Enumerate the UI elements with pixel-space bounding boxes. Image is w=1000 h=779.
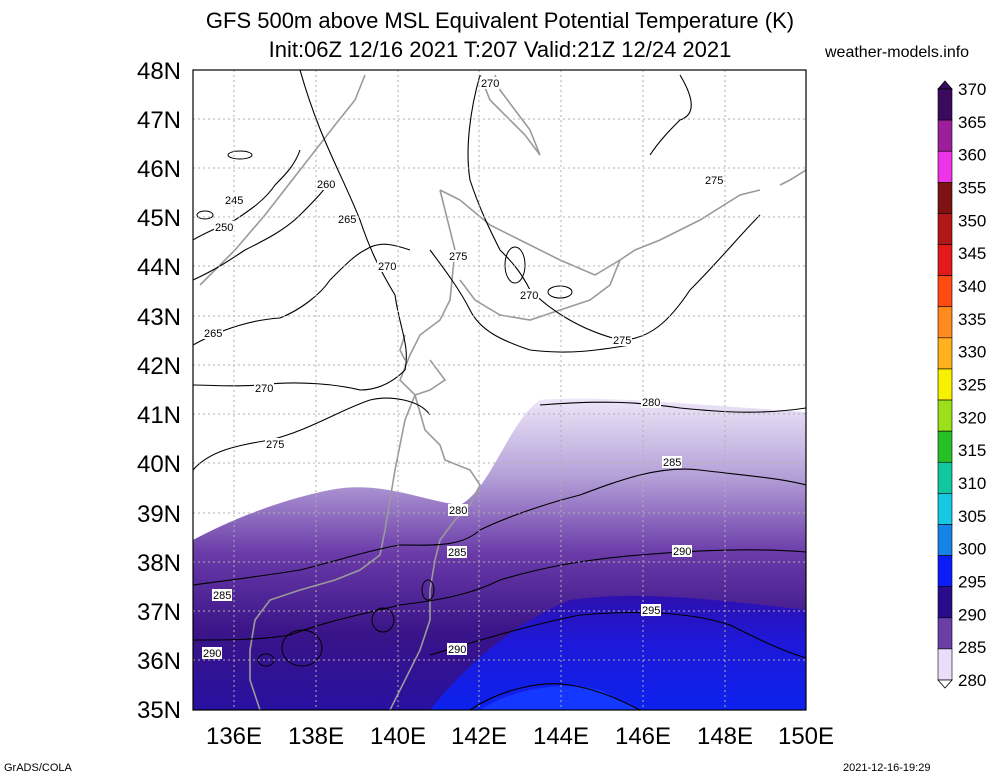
contour-label: 285 — [213, 590, 231, 602]
contour-label: 260 — [317, 179, 335, 191]
contour-label: 295 — [642, 605, 660, 617]
lon-label: 150E — [778, 723, 834, 750]
colorbar-cell — [937, 368, 953, 401]
footer-timestamp: 2021-12-16-19:29 — [843, 762, 931, 774]
colorbar-cell — [937, 150, 953, 183]
lat-label: 46N — [137, 156, 181, 183]
lon-label: 136E — [206, 723, 262, 750]
colorbar-cell — [937, 244, 953, 276]
lat-label: 47N — [137, 107, 181, 134]
colorbar-label: 355 — [958, 179, 986, 198]
contour-labels: 270 275 245 250 260 265 270 275 270 265 … — [202, 77, 724, 660]
colorbar-label: 295 — [958, 573, 986, 592]
lon-label: 148E — [697, 723, 753, 750]
colorbar-cell — [937, 399, 953, 432]
lat-label: 35N — [137, 697, 181, 724]
colorbar-cell — [937, 88, 953, 121]
contour-label: 265 — [204, 328, 222, 340]
contour-label: 245 — [225, 195, 243, 207]
colorbar-label: 360 — [958, 146, 986, 165]
colorbar-cell — [937, 461, 953, 494]
lat-axis: 48N 47N 46N 45N 44N 43N 42N 41N 40N 39N … — [137, 58, 181, 724]
lat-label: 41N — [137, 402, 181, 429]
contour-label: 285 — [448, 547, 466, 559]
contour-label: 265 — [338, 214, 356, 226]
contour-label: 290 — [203, 648, 221, 660]
colorbar-cell — [937, 493, 953, 525]
chart-title: GFS 500m above MSL Equivalent Potential … — [205, 8, 795, 33]
lat-label: 37N — [137, 599, 181, 626]
colorbar-label: 350 — [958, 211, 986, 230]
lat-label: 36N — [137, 648, 181, 675]
colorbar-label: 345 — [958, 244, 986, 263]
colorbar-label: 320 — [958, 408, 986, 427]
contour-label: 270 — [378, 261, 396, 273]
chart-subtitle: Init:06Z 12/16 2021 T:207 Valid:21Z 12/2… — [268, 37, 732, 62]
colorbar-cell — [937, 586, 953, 619]
lat-label: 45N — [137, 205, 181, 232]
contour-label: 275 — [705, 175, 723, 187]
shading-blue — [430, 595, 806, 710]
contour-label: 280 — [642, 397, 660, 409]
lat-label: 43N — [137, 304, 181, 331]
footer-software: GrADS/COLA — [4, 762, 72, 774]
colorbar-cell — [937, 648, 953, 681]
contour-label: 275 — [266, 439, 284, 451]
lat-label: 40N — [137, 451, 181, 478]
lat-label: 38N — [137, 550, 181, 577]
colorbar-label: 365 — [958, 113, 986, 132]
contour-label: 290 — [673, 546, 691, 558]
contour-label: 280 — [449, 505, 467, 517]
lat-label: 44N — [137, 254, 181, 281]
contour-label: 270 — [255, 383, 273, 395]
colorbar-label: 370 — [958, 80, 986, 99]
contour-label: 275 — [449, 251, 467, 263]
lat-label: 42N — [137, 353, 181, 380]
colorbar-cell — [937, 555, 953, 587]
colorbar-label: 300 — [958, 540, 986, 559]
colorbar-cell — [937, 337, 953, 370]
lon-label: 142E — [451, 723, 507, 750]
lon-axis: 136E 138E 140E 142E 144E 146E 148E 150E — [206, 723, 834, 750]
lon-label: 144E — [533, 723, 589, 750]
colorbar-cell — [937, 119, 953, 152]
colorbar-cell — [937, 275, 953, 308]
lon-label: 146E — [615, 723, 671, 750]
coastlines — [199, 74, 806, 710]
contour-label: 285 — [663, 457, 681, 469]
contour-label: 270 — [481, 78, 499, 90]
colorbar-label: 335 — [958, 310, 986, 329]
colorbar-label: 310 — [958, 474, 986, 493]
lon-label: 138E — [288, 723, 344, 750]
colorbar-cell — [937, 213, 953, 245]
colorbar-label: 305 — [958, 507, 986, 526]
contour-label: 275 — [613, 335, 631, 347]
colorbar-label: 285 — [958, 638, 986, 657]
contour-label: 250 — [215, 222, 233, 234]
colorbar-label: 290 — [958, 605, 986, 624]
contour-label: 290 — [448, 644, 466, 656]
lat-label: 48N — [137, 58, 181, 85]
colorbar-label: 330 — [958, 343, 986, 362]
colorbar-label: 340 — [958, 277, 986, 296]
colorbar: 370 365 360 355 350 345 340 335 330 325 320 315 310 3… — [937, 80, 986, 690]
colorbar-cell — [937, 306, 953, 339]
lat-label: 39N — [137, 501, 181, 528]
colorbar-cell — [937, 430, 953, 463]
lon-label: 140E — [370, 723, 426, 750]
colorbar-cell — [937, 617, 953, 650]
site-label: weather-models.info — [825, 44, 970, 61]
colorbar-cell — [937, 182, 953, 214]
colorbar-label: 325 — [958, 376, 986, 395]
colorbar-label: 315 — [958, 441, 986, 460]
contour-label: 270 — [520, 290, 538, 302]
colorbar-cell — [937, 524, 953, 556]
colorbar-label: 280 — [958, 671, 986, 690]
grid — [193, 70, 806, 710]
plot-frame — [192, 69, 807, 711]
